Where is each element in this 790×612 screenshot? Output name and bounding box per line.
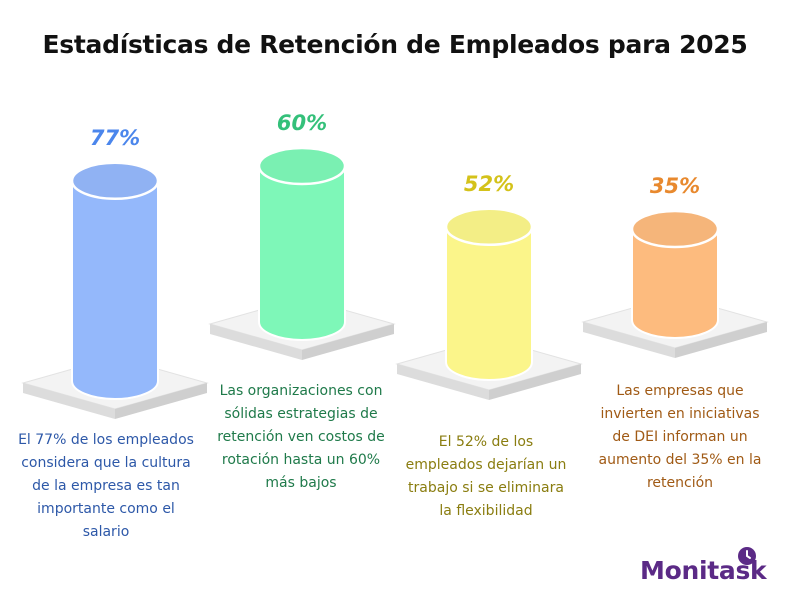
cylinder-top-2 — [257, 146, 347, 186]
cylinder-body-2 — [258, 165, 346, 341]
cylinder-body-3 — [445, 225, 533, 381]
cylinder-top-1 — [70, 161, 160, 201]
platform-left-3 — [397, 364, 489, 400]
value-label-2: 60% — [277, 111, 327, 135]
chart-title: Estadísticas de Retención de Empleados p… — [42, 30, 748, 59]
cylinder-top-3 — [444, 207, 534, 247]
clock-icon — [738, 547, 756, 565]
cylinder-body-4 — [631, 228, 719, 339]
cylinder-top-4 — [630, 209, 720, 249]
platform-right-3 — [489, 364, 581, 400]
platform-right-2 — [302, 324, 394, 360]
description-3: El 52% de los empleados dejarían un trab… — [405, 434, 567, 519]
description-1: El 77% de los empleados considera que la… — [18, 432, 194, 540]
value-label-1: 77% — [90, 126, 140, 150]
platform-right-4 — [675, 322, 767, 358]
platform-right-1 — [115, 383, 207, 419]
cylinder-body-1 — [71, 179, 159, 400]
platform-left-4 — [583, 322, 675, 358]
description-2: Las organizaciones con sólidas estrategi… — [217, 383, 385, 491]
platform-left-1 — [23, 383, 115, 419]
platform-left-2 — [210, 324, 302, 360]
description-4: Las empresas que invierten en iniciativa… — [598, 383, 762, 491]
value-label-4: 35% — [650, 174, 700, 198]
value-label-3: 52% — [464, 172, 514, 196]
